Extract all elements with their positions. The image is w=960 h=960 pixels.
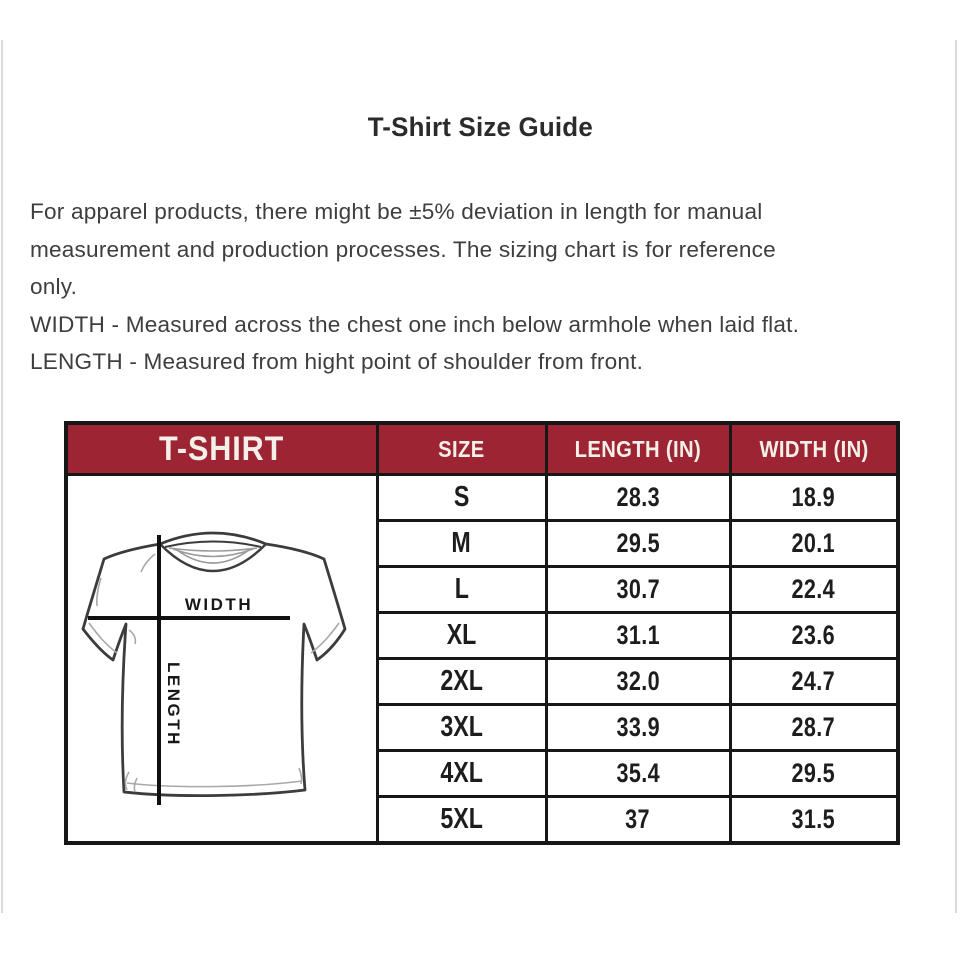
table-row: 3XL 33.9 28.7 [66, 703, 900, 753]
length-label: LENGTH [164, 662, 183, 747]
size-chart-table: T-SHIRT SIZE LENGTH (IN) WIDTH (IN) [64, 420, 900, 845]
size-chart-header: T-SHIRT SIZE LENGTH (IN) WIDTH (IN) [64, 421, 900, 477]
size-guide-description: For apparel products, there might be ±5%… [30, 193, 932, 381]
column-header-size: SIZE [375, 421, 548, 477]
table-row: L 30.7 22.4 [66, 565, 900, 615]
front-neckline [158, 542, 267, 572]
table-row: 2XL 32.0 24.7 [66, 657, 900, 707]
seam-details [88, 553, 340, 792]
size-cell: 3XL [375, 703, 548, 753]
size-cell: S [375, 473, 548, 523]
photo-left-edge [1, 40, 3, 913]
tshirt-diagram-cell: WIDTH LENGTH [64, 473, 379, 845]
size-cell: M [375, 519, 548, 569]
description-line: For apparel products, there might be ±5%… [30, 199, 763, 224]
size-cell: 4XL [375, 749, 548, 799]
width-cell: 18.9 [728, 473, 900, 523]
description-line-width: WIDTH - Measured across the chest one in… [30, 311, 800, 337]
width-cell: 24.7 [728, 657, 900, 707]
width-cell: 29.5 [728, 749, 900, 799]
collar-ribbing [168, 546, 257, 564]
collar-band [164, 540, 261, 548]
width-label: WIDTH [185, 595, 253, 614]
width-cell: 28.7 [728, 703, 900, 753]
length-cell: 30.7 [544, 565, 732, 615]
photo-right-edge [955, 40, 957, 913]
table-row: 5XL 37 31.5 [66, 795, 900, 845]
size-cell: 5XL [375, 795, 548, 845]
table-row: M 29.5 20.1 [66, 519, 900, 569]
width-cell: 23.6 [728, 611, 900, 661]
column-header-length: LENGTH (IN) [544, 421, 732, 477]
description-line: only. [30, 274, 78, 300]
description-line-length: LENGTH - Measured from hight point of sh… [30, 349, 644, 375]
width-cell: 22.4 [728, 565, 900, 615]
size-cell: 2XL [375, 657, 548, 707]
length-cell: 31.1 [544, 611, 732, 661]
description-line: measurement and production processes. Th… [30, 236, 776, 262]
width-cell: 31.5 [728, 795, 900, 845]
table-row: WIDTH LENGTH S 28.3 18.9 [64, 473, 900, 845]
width-cell: 20.1 [728, 519, 900, 569]
length-cell: 33.9 [544, 703, 732, 753]
tshirt-outline [81, 531, 347, 797]
length-cell: 32.0 [544, 657, 732, 707]
column-header-width: WIDTH (IN) [728, 421, 900, 477]
product-name: T-SHIRT [159, 429, 285, 468]
length-cell: 29.5 [544, 519, 732, 569]
table-row: 4XL 35.4 29.5 [66, 749, 900, 799]
page-title: T-Shirt Size Guide [367, 112, 593, 142]
table-row: XL 31.1 23.6 [66, 611, 900, 661]
size-cell: XL [375, 611, 548, 661]
tshirt-measurement-diagram: WIDTH LENGTH [81, 531, 347, 805]
product-header-cell: T-SHIRT [64, 421, 379, 477]
length-cell: 28.3 [544, 473, 732, 523]
size-cell: L [375, 565, 548, 615]
length-cell: 37 [544, 795, 732, 845]
length-cell: 35.4 [544, 749, 732, 799]
